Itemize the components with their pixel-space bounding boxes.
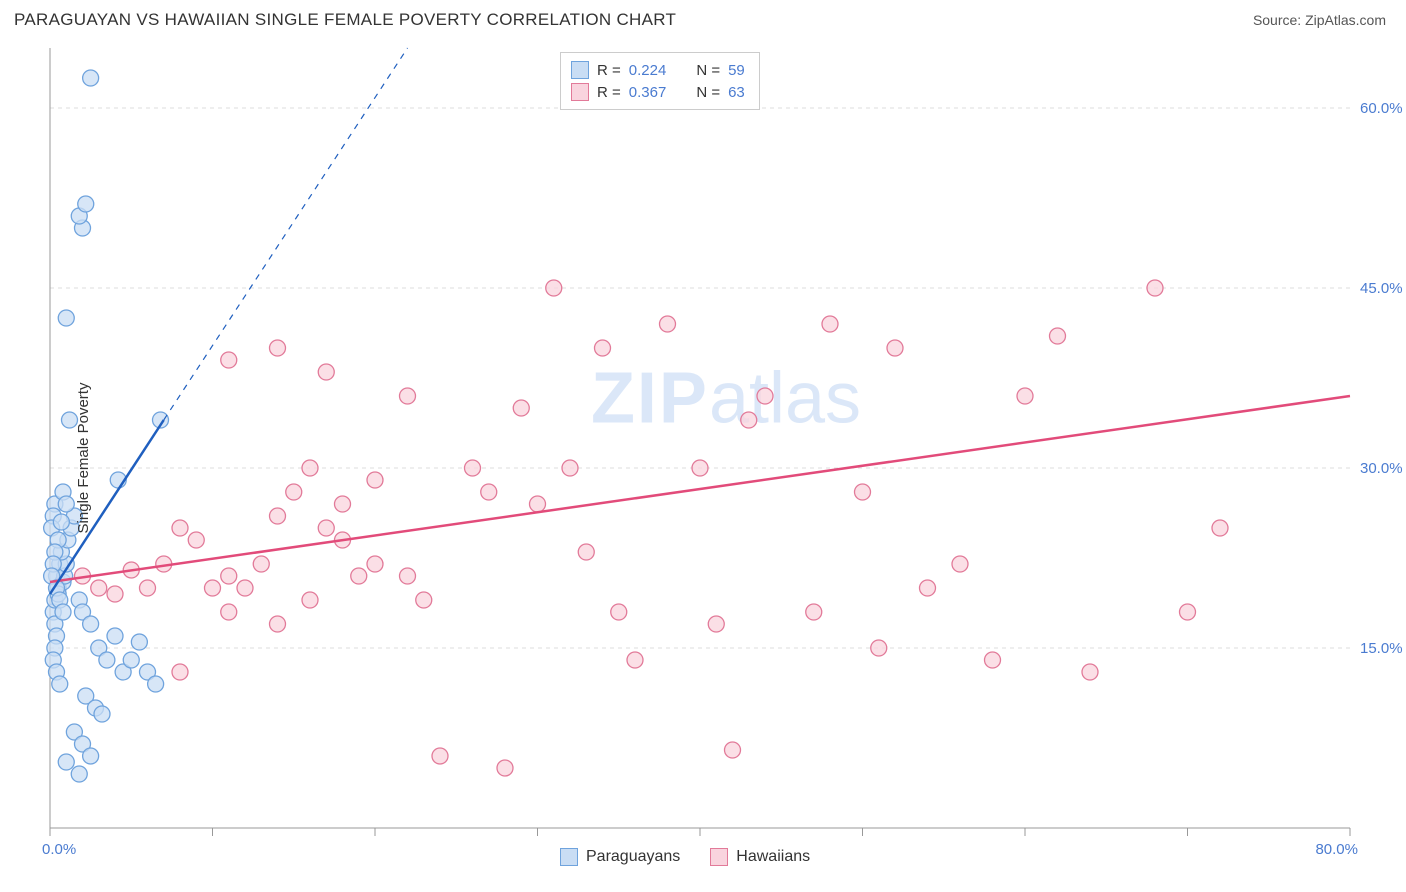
source-attribution: Source: ZipAtlas.com [1253,12,1386,28]
svg-text:60.0%: 60.0% [1360,100,1403,117]
chart-area: Single Female Poverty 15.0% 30.0% 45.0% 60.… [0,38,1406,878]
svg-text:45.0%: 45.0% [1360,280,1403,297]
correlation-legend: R = 0.224N = 59R = 0.367N = 63 [560,52,760,110]
series-legend: Paraguayans Hawaiians [560,848,810,866]
svg-text:15.0%: 15.0% [1360,640,1403,657]
svg-text:0.0%: 0.0% [42,841,76,858]
legend-item-paraguayans: Paraguayans [560,848,680,866]
scatter-chart: 15.0% 30.0% 45.0% 60.0% 0.0% 80.0% ZIPatlas [0,38,1406,878]
chart-title: PARAGUAYAN VS HAWAIIAN SINGLE FEMALE POV… [14,10,676,30]
legend-item-hawaiians: Hawaiians [710,848,810,866]
source-prefix: Source: [1253,12,1305,28]
svg-text:ZIPatlas: ZIPatlas [591,358,861,438]
svg-text:30.0%: 30.0% [1360,460,1403,477]
legend-label-paraguayans: Paraguayans [586,848,680,866]
source-name: ZipAtlas.com [1305,12,1386,28]
swatch-hawaiians [710,848,728,866]
legend-label-hawaiians: Hawaiians [736,848,810,866]
svg-text:80.0%: 80.0% [1315,841,1358,858]
y-axis-label: Single Female Poverty [75,383,92,534]
swatch-paraguayans [560,848,578,866]
